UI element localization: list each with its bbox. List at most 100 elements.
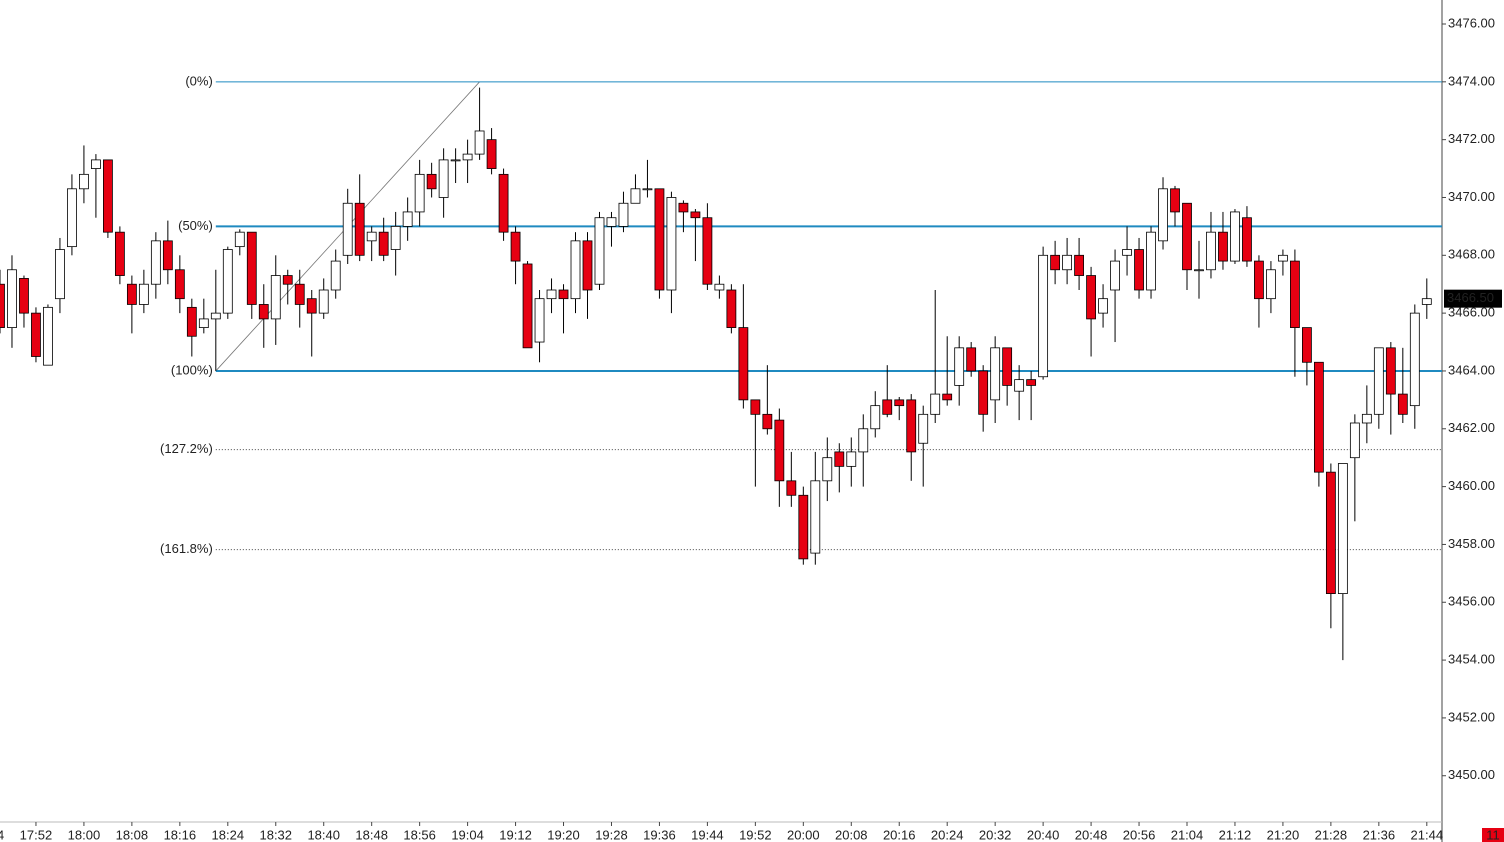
x-tick-label: 21:28: [1315, 827, 1348, 842]
candle-body-down: [1026, 379, 1037, 386]
candle-body-down: [354, 202, 365, 256]
x-tick-label: 20:32: [979, 827, 1012, 842]
candle-body-down: [426, 173, 437, 190]
x-tick-label: 21:44: [1411, 827, 1444, 842]
candle-body-up: [1098, 298, 1108, 314]
candle-body-down: [1242, 217, 1252, 262]
candle-body-up: [210, 312, 221, 320]
candle-body-down: [894, 399, 905, 407]
candle-body-up: [7, 269, 17, 328]
fib-level-label: (100%): [171, 362, 213, 377]
candle-body-up: [474, 130, 485, 155]
y-tick-label: 3464.00: [1448, 362, 1495, 377]
candle-body-down: [834, 451, 845, 467]
candle-body-up: [1278, 254, 1288, 262]
candle-body-up: [1361, 413, 1372, 424]
candle-body-up: [402, 211, 413, 227]
candle-body-down: [103, 159, 113, 233]
y-tick-label: 3450.00: [1448, 767, 1495, 782]
last-price-label: 3466.50: [1447, 290, 1494, 305]
x-tick-label: 19:28: [595, 827, 628, 842]
x-tick-label: 19:44: [691, 827, 724, 842]
candle-body-up: [1014, 379, 1025, 392]
timer-box: [1482, 828, 1504, 842]
candle-body-down: [510, 231, 521, 262]
y-tick-label: 3462.00: [1448, 420, 1495, 435]
candle-body-up: [414, 173, 425, 213]
candle-body-up: [846, 451, 857, 467]
x-tick-label: 18:56: [403, 827, 436, 842]
candle-body-down: [1397, 393, 1408, 415]
x-tick-label: 17:44: [0, 827, 4, 842]
x-tick-label: 19:20: [547, 827, 580, 842]
candle-body-up: [822, 457, 833, 482]
candle-body-down: [1002, 347, 1013, 386]
x-tick-label: 20:56: [1123, 827, 1156, 842]
candle-body-up: [1373, 347, 1384, 415]
y-tick-label: 3472.00: [1448, 131, 1495, 146]
candle-body-down: [282, 275, 293, 285]
candle-body-down: [1170, 188, 1180, 213]
x-tick-label: 17:52: [20, 827, 53, 842]
candle-body-down: [726, 289, 737, 328]
candle-body-up: [222, 249, 233, 314]
candle-body-down: [1218, 231, 1228, 262]
x-tick-label: 19:36: [643, 827, 676, 842]
candle-body-up: [630, 188, 641, 204]
candle-body-down: [258, 304, 269, 320]
candle-body-up: [954, 347, 965, 386]
candle-body-down: [186, 306, 197, 337]
candle-body-up: [198, 318, 209, 328]
candle-body-up: [1421, 298, 1432, 305]
x-tick-label: 20:08: [835, 827, 868, 842]
x-tick-label: 21:36: [1363, 827, 1396, 842]
x-tick-label: 19:12: [499, 827, 532, 842]
candle-body-down: [978, 370, 989, 415]
candle-body-up: [1409, 312, 1420, 407]
candle-body-up: [546, 289, 557, 300]
candle-body-up: [1206, 231, 1216, 271]
candle-body-down: [19, 278, 29, 314]
candle-body-up: [1062, 254, 1072, 271]
candle-body-up: [1110, 260, 1120, 291]
x-tick-label: 20:00: [787, 827, 820, 842]
candle-body-up: [918, 413, 929, 444]
candle-body-up: [1349, 422, 1360, 459]
candle-body-up: [1146, 231, 1156, 291]
candle-body-up: [714, 283, 725, 291]
fib-level-label: (50%): [178, 218, 213, 233]
candle-body-down: [294, 283, 305, 305]
candle-body-down: [966, 347, 977, 372]
candle-body-up: [1038, 254, 1049, 378]
candle-body-up: [642, 188, 653, 191]
candle-body-up: [618, 202, 629, 227]
candle-body-up: [534, 298, 545, 343]
candle-body-down: [654, 188, 665, 291]
fib-level-label: (161.8%): [160, 541, 213, 556]
candle-body-down: [522, 263, 533, 349]
candle-body-down: [786, 480, 797, 496]
candle-body-down: [750, 399, 761, 415]
y-tick-label: 3460.00: [1448, 478, 1495, 493]
candle-body-down: [906, 399, 917, 453]
candle-body-up: [91, 159, 101, 169]
candle-body-up: [390, 225, 401, 250]
candle-body-up: [318, 289, 329, 314]
candle-body-down: [558, 289, 569, 300]
x-tick-label: 18:48: [355, 827, 388, 842]
candle-body-up: [150, 240, 161, 285]
y-tick-label: 3452.00: [1448, 709, 1495, 724]
candle-body-up: [450, 159, 461, 162]
candle-body-down: [1385, 347, 1396, 395]
candle-body-down: [798, 494, 809, 560]
candle-body-down: [774, 419, 785, 482]
candle-body-up: [606, 217, 617, 227]
candle-body-up: [666, 197, 677, 291]
candle-body-down: [498, 173, 509, 233]
candle-body-up: [462, 153, 473, 161]
candle-body-down: [702, 217, 713, 285]
candle-body-down: [378, 231, 389, 256]
x-tick-label: 20:16: [883, 827, 916, 842]
